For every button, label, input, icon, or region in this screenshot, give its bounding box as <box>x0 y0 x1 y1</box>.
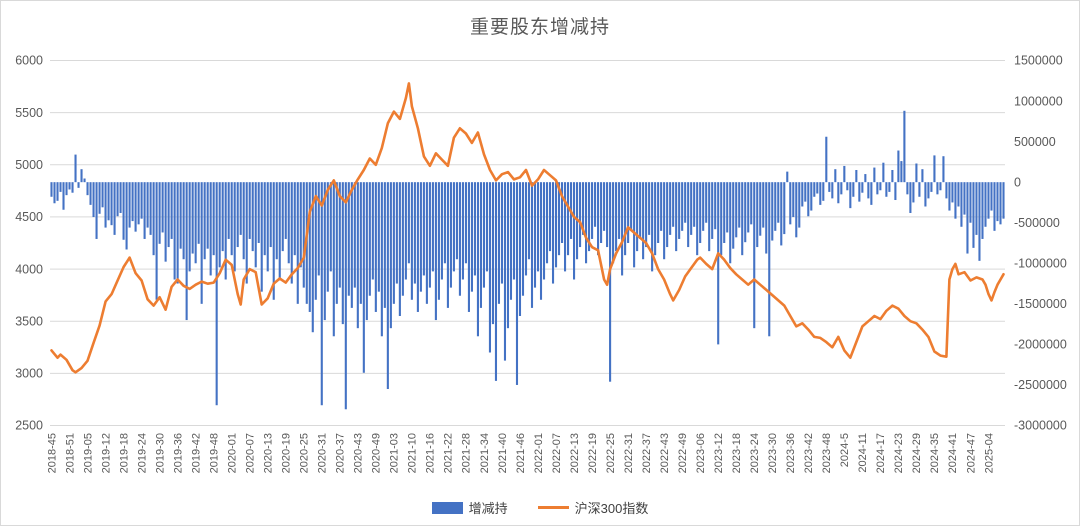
x-axis-labels: 2018-45 2018-51 2019-05 2019-12 2019-18 2019-… <box>46 433 995 473</box>
gridlines <box>50 60 1005 426</box>
svg-text:2023-36: 2023-36 <box>785 433 797 473</box>
svg-text:2022-43: 2022-43 <box>659 433 671 473</box>
svg-text:2022-07: 2022-07 <box>551 433 563 473</box>
svg-text:2019-12: 2019-12 <box>100 433 112 473</box>
svg-text:2024-11: 2024-11 <box>857 433 869 473</box>
svg-text:2020-37: 2020-37 <box>335 433 347 473</box>
svg-text:0: 0 <box>1014 175 1021 189</box>
svg-text:2023-12: 2023-12 <box>713 433 725 473</box>
svg-text:2023-30: 2023-30 <box>767 433 779 473</box>
bar-series-swatch <box>431 501 463 514</box>
svg-text:2019-05: 2019-05 <box>82 433 94 473</box>
svg-text:2025-04: 2025-04 <box>983 433 995 473</box>
svg-text:2018-45: 2018-45 <box>46 433 58 473</box>
svg-text:2020-25: 2020-25 <box>299 433 311 473</box>
svg-text:2019-48: 2019-48 <box>209 433 221 473</box>
chart-title: 重要股东增减持 <box>469 17 610 38</box>
legend: 增减持 沪深300指数 <box>1 498 1079 517</box>
svg-text:2023-42: 2023-42 <box>803 433 815 473</box>
svg-text:2021-28: 2021-28 <box>461 433 473 473</box>
svg-text:2020-43: 2020-43 <box>353 433 365 473</box>
svg-text:2023-24: 2023-24 <box>749 433 761 473</box>
svg-text:-2000000: -2000000 <box>1014 338 1067 352</box>
bar-series <box>50 110 1005 410</box>
svg-text:2021-46: 2021-46 <box>515 433 527 473</box>
legend-label-index: 沪深300指数 <box>574 501 649 516</box>
svg-text:4000: 4000 <box>15 262 43 276</box>
svg-text:-2500000: -2500000 <box>1014 378 1067 392</box>
svg-text:2024-35: 2024-35 <box>929 433 941 473</box>
left-axis-labels: 6000 5500 5000 4500 4000 3500 3000 2500 <box>15 54 43 433</box>
svg-text:-500000: -500000 <box>1014 216 1060 230</box>
legend-item-index: 沪深300指数 <box>537 498 649 517</box>
svg-text:1000000: 1000000 <box>1014 94 1063 108</box>
line-series-swatch <box>537 505 569 510</box>
svg-text:2021-10: 2021-10 <box>407 433 419 473</box>
svg-text:2018-51: 2018-51 <box>64 433 76 473</box>
svg-text:2024-5: 2024-5 <box>839 433 851 467</box>
right-axis-labels: 1500000 1000000 500000 0 -500000 -1000000 -150… <box>1014 54 1067 433</box>
legend-item-holdings: 增减持 <box>431 498 508 517</box>
svg-text:2022-49: 2022-49 <box>677 433 689 473</box>
svg-text:2021-34: 2021-34 <box>479 433 491 473</box>
svg-text:-1000000: -1000000 <box>1014 256 1067 270</box>
svg-text:-3000000: -3000000 <box>1014 419 1067 433</box>
index-line <box>50 82 1005 374</box>
svg-text:5000: 5000 <box>15 158 43 172</box>
svg-text:2022-25: 2022-25 <box>605 433 617 473</box>
svg-text:2024-29: 2024-29 <box>911 433 923 473</box>
svg-text:6000: 6000 <box>15 54 43 68</box>
svg-text:2019-30: 2019-30 <box>154 433 166 473</box>
svg-text:1500000: 1500000 <box>1014 54 1063 68</box>
svg-text:2019-36: 2019-36 <box>172 433 184 473</box>
svg-text:2023-18: 2023-18 <box>731 433 743 473</box>
svg-text:2022-19: 2022-19 <box>587 433 599 473</box>
svg-text:-1500000: -1500000 <box>1014 297 1067 311</box>
svg-text:2022-13: 2022-13 <box>569 433 581 473</box>
svg-text:2020-19: 2020-19 <box>281 433 293 473</box>
svg-text:2021-16: 2021-16 <box>425 433 437 473</box>
svg-text:3000: 3000 <box>15 367 43 381</box>
svg-text:2024-17: 2024-17 <box>875 433 887 473</box>
svg-text:2021-22: 2021-22 <box>443 433 455 473</box>
legend-label-holdings: 增减持 <box>468 501 508 516</box>
svg-text:2021-03: 2021-03 <box>389 433 401 473</box>
svg-text:2020-01: 2020-01 <box>227 433 239 473</box>
svg-text:2023-06: 2023-06 <box>695 433 707 473</box>
svg-text:2022-37: 2022-37 <box>641 433 653 473</box>
svg-text:3500: 3500 <box>15 314 43 328</box>
svg-text:2021-40: 2021-40 <box>497 433 509 473</box>
svg-text:2019-18: 2019-18 <box>118 433 130 473</box>
svg-text:4500: 4500 <box>15 210 43 224</box>
svg-text:2019-42: 2019-42 <box>191 433 203 473</box>
svg-text:2020-49: 2020-49 <box>371 433 383 473</box>
svg-text:5500: 5500 <box>15 106 43 120</box>
svg-text:2022-01: 2022-01 <box>533 433 545 473</box>
svg-text:2023-48: 2023-48 <box>821 433 833 473</box>
svg-text:2020-31: 2020-31 <box>317 433 329 473</box>
svg-text:2024-47: 2024-47 <box>965 433 977 473</box>
svg-text:2020-07: 2020-07 <box>245 433 257 473</box>
svg-text:2020-13: 2020-13 <box>263 433 275 473</box>
svg-text:2500: 2500 <box>15 419 43 433</box>
svg-text:2019-24: 2019-24 <box>136 433 148 473</box>
svg-text:2024-41: 2024-41 <box>947 433 959 473</box>
svg-text:2022-31: 2022-31 <box>623 433 635 473</box>
svg-text:500000: 500000 <box>1014 135 1056 149</box>
svg-text:2024-23: 2024-23 <box>893 433 905 473</box>
